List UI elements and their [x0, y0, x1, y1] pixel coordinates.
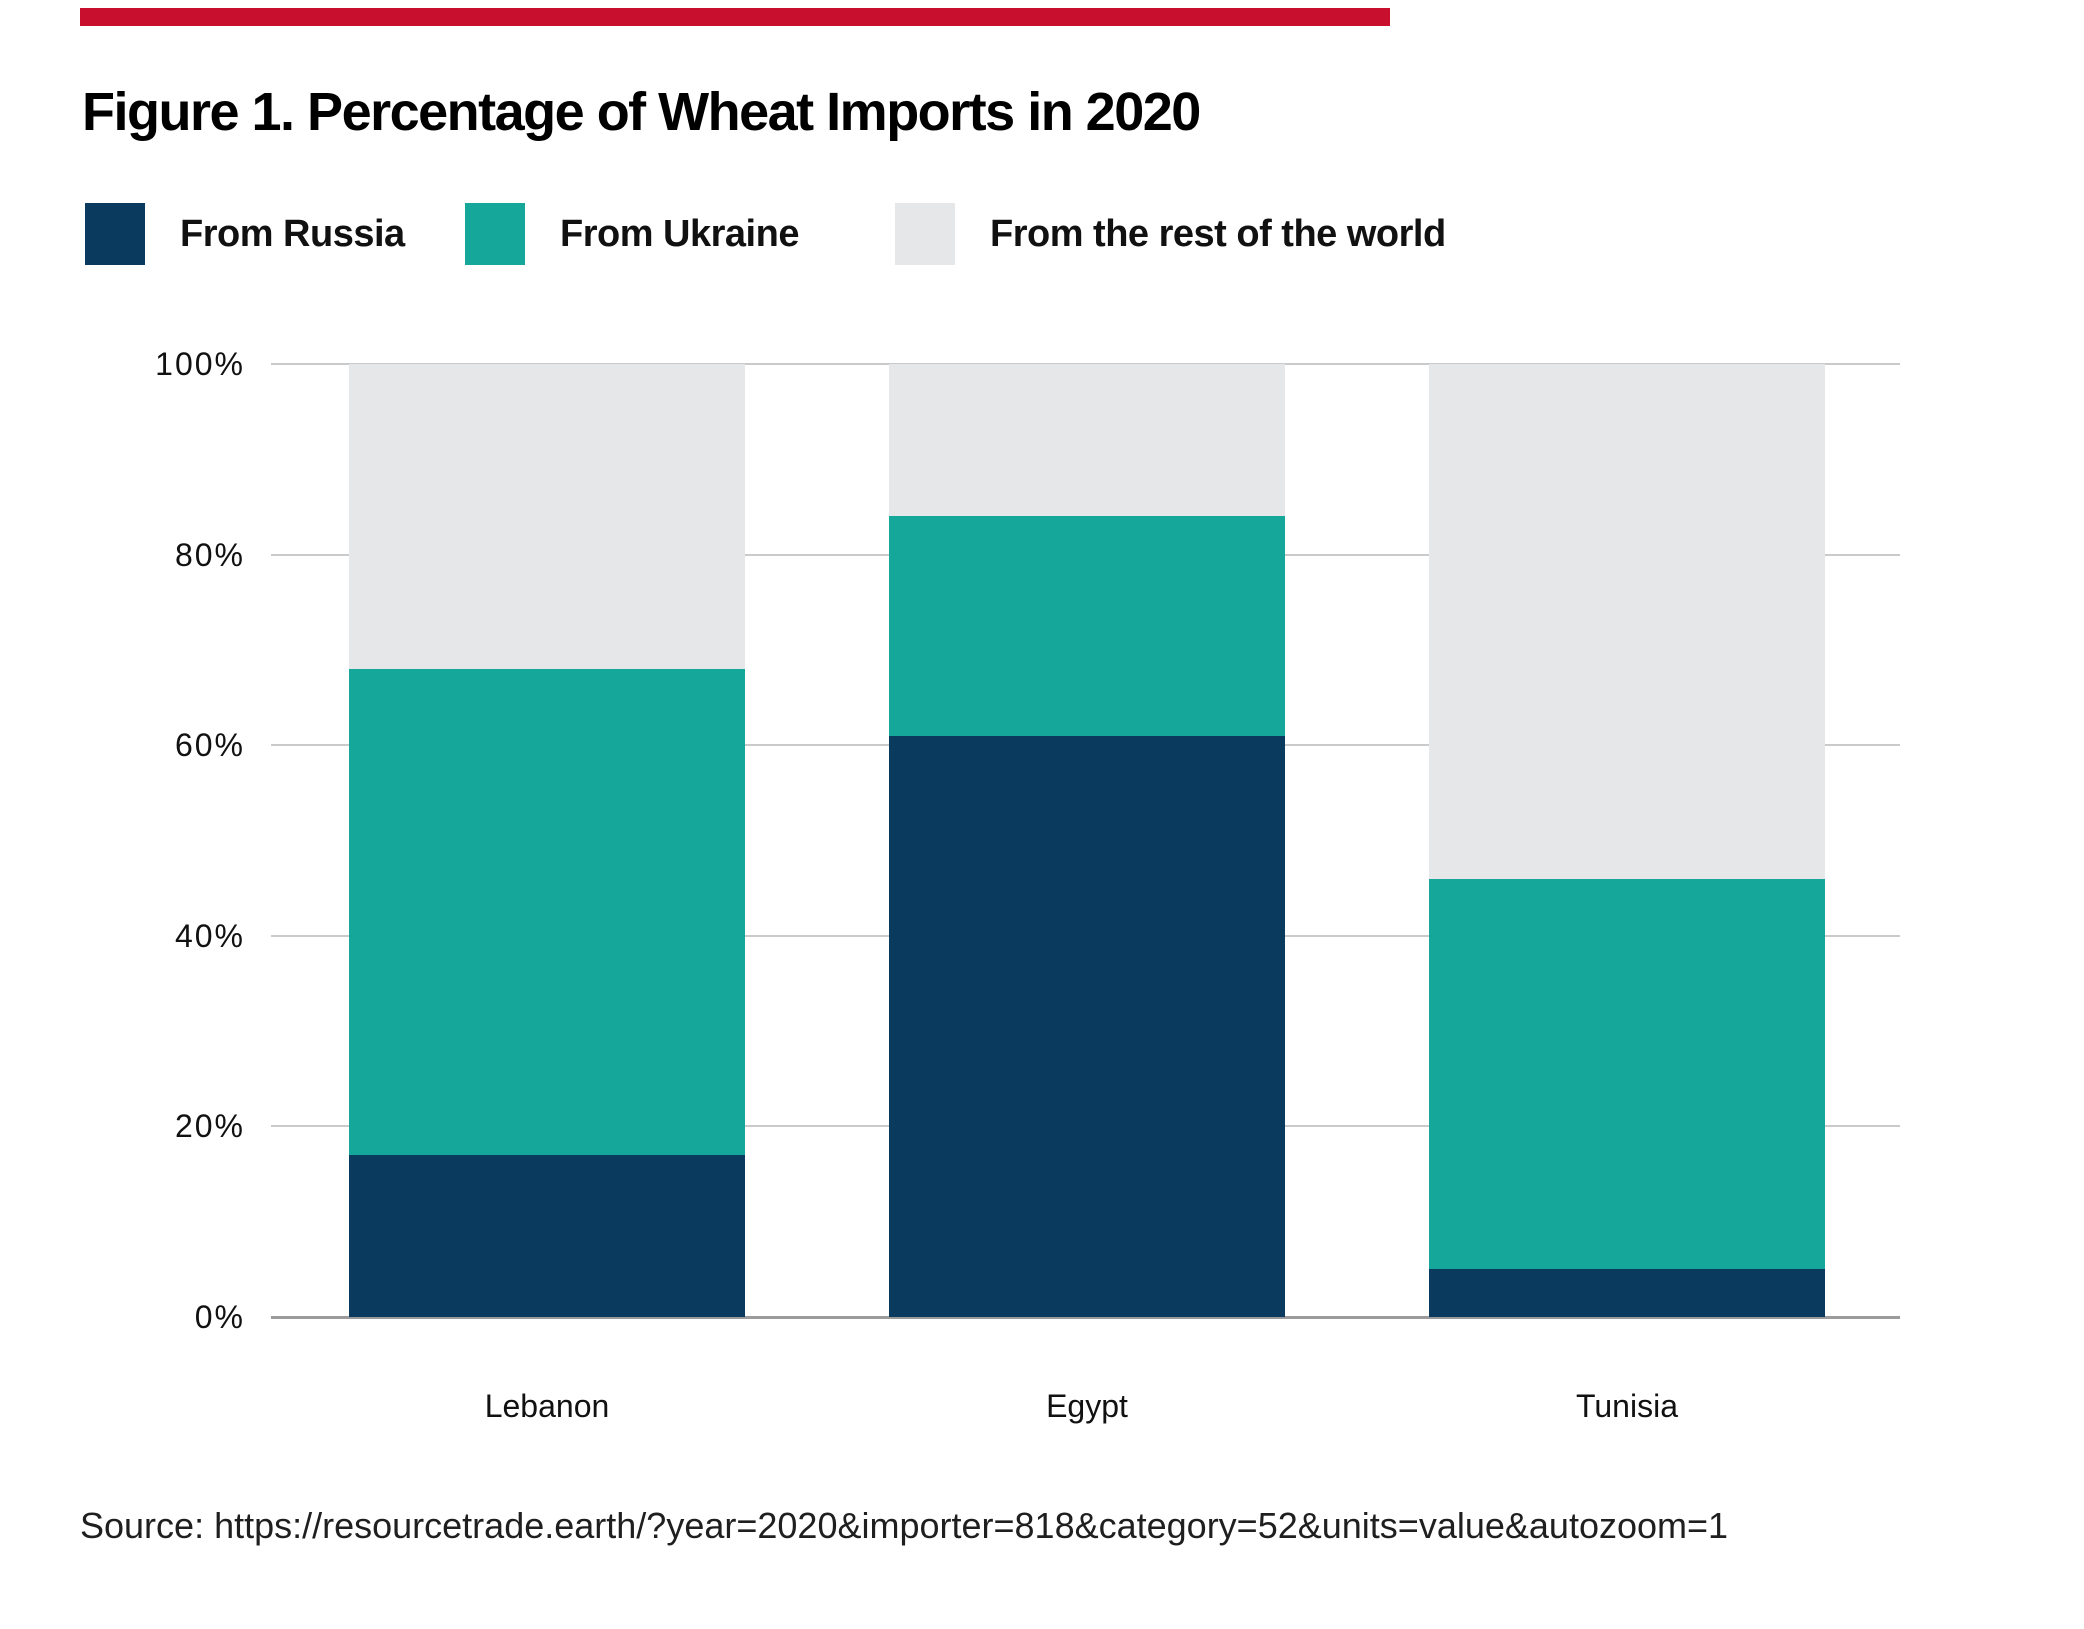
y-tick-label-60: 60%	[174, 727, 245, 764]
legend-label-russia: From Russia	[180, 213, 405, 255]
legend-swatch-rest-of-world	[895, 203, 955, 265]
accent-bar	[80, 8, 1390, 26]
bar-segment-lebanon-series1	[349, 668, 745, 1155]
legend-item-rest-of-world: From the rest of the world	[895, 203, 1446, 265]
bar-segment-lebanon-series2	[349, 364, 745, 669]
y-tick-label-0: 0%	[194, 1299, 245, 1335]
bar-segment-tunisia-series1	[1429, 878, 1825, 1270]
figure-title: Figure 1. Percentage of Wheat Imports in…	[82, 82, 1201, 142]
legend-swatch-ukraine	[465, 203, 525, 265]
bar-segment-tunisia-series2	[1429, 364, 1825, 879]
source-line: Source: https://resourcetrade.earth/?yea…	[80, 1505, 1729, 1546]
x-axis-label-egypt: Egypt	[1046, 1388, 1128, 1424]
legend: From Russia From Ukraine From the rest o…	[0, 203, 2084, 267]
x-axis-label-tunisia: Tunisia	[1576, 1388, 1678, 1424]
y-tick-label-80: 80%	[174, 536, 245, 573]
legend-swatch-russia	[85, 203, 145, 265]
y-tick-label-100: 100%	[155, 346, 245, 382]
bar-segment-egypt-series0	[889, 735, 1285, 1317]
x-axis-line	[271, 1316, 1900, 1319]
bar-segment-lebanon-series0	[349, 1154, 745, 1317]
bar-segment-egypt-series1	[889, 516, 1285, 736]
bar-segment-tunisia-series0	[1429, 1269, 1825, 1317]
y-tick-label-20: 20%	[174, 1108, 245, 1145]
y-tick-label-40: 40%	[174, 917, 245, 954]
legend-label-rest-of-world: From the rest of the world	[990, 213, 1446, 255]
legend-item-from-ukraine: From Ukraine	[465, 203, 799, 265]
legend-item-from-russia: From Russia	[85, 203, 405, 265]
bar-segment-egypt-series2	[889, 364, 1285, 517]
x-axis-label-lebanon: Lebanon	[484, 1388, 610, 1424]
legend-label-ukraine: From Ukraine	[560, 213, 799, 255]
